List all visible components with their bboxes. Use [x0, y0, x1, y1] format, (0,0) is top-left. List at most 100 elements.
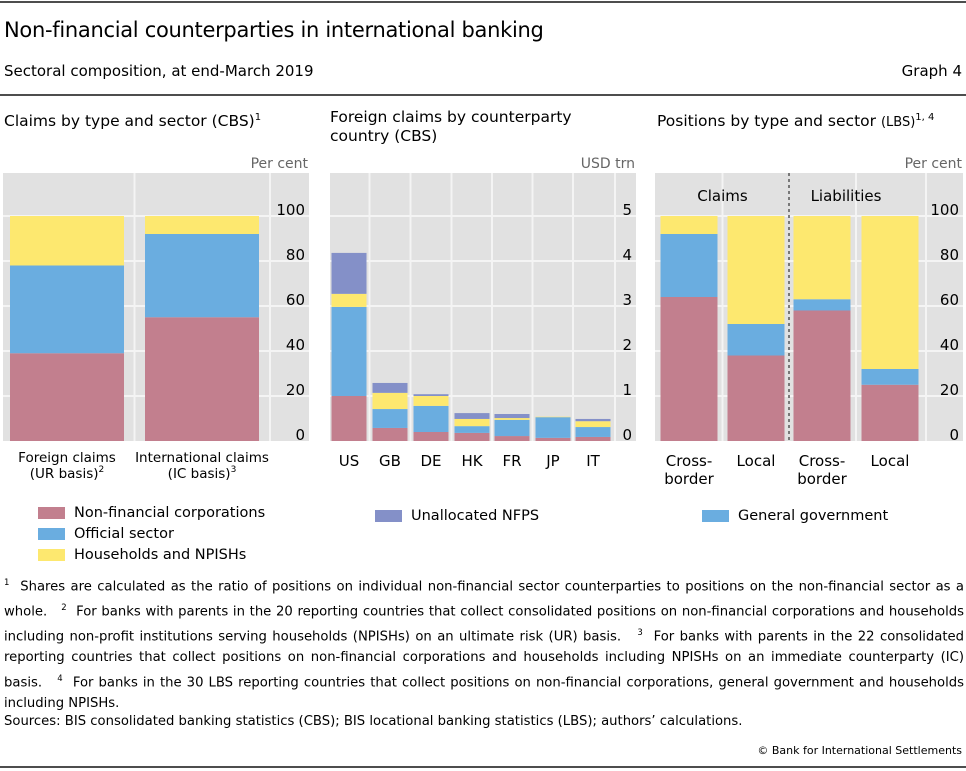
panel3-bar-households-2	[793, 216, 851, 300]
graph-number: Graph 4	[901, 62, 962, 80]
panel2-ytick-label: 0	[622, 426, 632, 444]
panel3-bar-households-0	[660, 216, 718, 234]
panel3-xtick-label: Local	[737, 452, 776, 470]
panel1-bar-households-1	[145, 216, 259, 234]
panel3-ytick-label: 60	[940, 291, 959, 309]
legend-item-households: Households and NPISHs	[38, 544, 265, 565]
panel3-ytick-label: 80	[940, 246, 959, 264]
panel1-ytick-label: 60	[286, 291, 305, 309]
panel2-ytick-label: 2	[622, 336, 632, 354]
legend-swatch-unallocated	[375, 509, 402, 522]
legend-swatch-official	[38, 527, 65, 540]
panel2-bar-nfc-1	[372, 427, 408, 441]
panel2-bar-unallocated-2	[413, 394, 449, 396]
panel2-ytick-label: 1	[622, 381, 632, 399]
footnote-1: Shares are calculated as the ratio of po…	[4, 579, 965, 620]
footnote-4: For banks in the 30 LBS reporting countr…	[4, 674, 965, 711]
panel1-bar-households-0	[10, 216, 124, 266]
legend-col3: General government	[702, 505, 888, 526]
bottom-rule	[0, 766, 966, 768]
legend-col1: Non-financial corporations Official secto…	[38, 502, 265, 565]
panel1-xtick-label: Foreign claims	[18, 450, 116, 466]
panel2-bar-unallocated-3	[454, 413, 490, 419]
panel2-bar-households-6	[575, 421, 611, 428]
panel2-xtick-label: HK	[461, 452, 483, 470]
panel1-xtick-label-line2: (IC basis)3	[168, 465, 237, 482]
panel1-ytick-label: 20	[286, 381, 305, 399]
legend-item-unallocated: Unallocated NFPS	[375, 505, 539, 526]
panel2-bar-nfc-6	[575, 436, 611, 441]
panel3-bar-nfc-2	[793, 310, 851, 441]
panel1-title-sup: 1	[254, 112, 262, 123]
panel2-bar-households-4	[494, 418, 530, 420]
sources: Sources: BIS consolidated banking statis…	[4, 714, 743, 729]
panel2-xtick-label: US	[339, 452, 360, 470]
panel1-ytick-label: 100	[276, 201, 305, 219]
graph-title: Non-financial counterparties in internat…	[4, 18, 544, 42]
panel2-bar-households-0	[331, 293, 367, 307]
legend-item-official: General government	[702, 505, 888, 526]
panel3-bar-official-0	[660, 234, 718, 297]
panel3-xtick-label: Cross-	[666, 452, 713, 470]
panel1-ytick-label: 80	[286, 246, 305, 264]
panel2-bar-households-1	[372, 392, 408, 410]
footnote-3-marker: 3	[637, 627, 643, 638]
panel3-xtick-label: border	[664, 470, 714, 488]
legend-item-official: Official sector	[38, 523, 265, 544]
footnote-4-marker: 4	[57, 673, 63, 684]
panel2-bar-nfc-0	[331, 396, 367, 441]
top-rule	[0, 1, 966, 3]
panel2-ytick-label: 3	[622, 291, 632, 309]
panel2-bar-unallocated-1	[372, 382, 408, 393]
panel1-bar-nfc-1	[145, 317, 259, 441]
panel2-xtick-label: JP	[545, 452, 559, 470]
panel2-title-line2: country (CBS)	[330, 127, 438, 145]
legend-swatch-households	[38, 548, 65, 561]
panel3-bar-nfc-1	[727, 355, 785, 441]
panel3-bar-official-3	[861, 369, 919, 385]
panel3-unit-label: Per cent	[905, 156, 963, 172]
panel2-bar-unallocated-4	[494, 414, 530, 419]
panel3-group-label: Claims	[697, 187, 748, 205]
legend-label: Non-financial corporations	[74, 504, 266, 521]
panel1-title: Claims by type and sector (CBS)1	[4, 108, 261, 131]
panel2-bar-official-4	[494, 419, 530, 437]
panel1-bar-nfc-0	[10, 353, 124, 441]
legend-item-nfc: Non-financial corporations	[38, 502, 265, 523]
panel3-bar-households-1	[727, 216, 785, 324]
panel3-ytick-label: 40	[940, 336, 959, 354]
legend-label: Unallocated NFPS	[411, 507, 540, 524]
panel2-bar-nfc-3	[454, 432, 490, 441]
panel2-xtick-label: FR	[502, 452, 521, 470]
panel3-bar-official-1	[727, 324, 785, 356]
legend-swatch-official	[702, 509, 729, 522]
legend-label: General government	[738, 507, 889, 524]
panel2-bar-nfc-4	[494, 436, 530, 441]
panel2-title-line1: Foreign claims by counterparty	[330, 108, 572, 126]
panel2-bar-official-2	[413, 405, 449, 432]
graph-subtitle: Sectoral composition, at end-March 2019	[4, 62, 314, 80]
panel2-bar-official-0	[331, 306, 367, 396]
footnote-2-marker: 2	[61, 602, 67, 613]
panel3-bar-official-2	[793, 299, 851, 311]
panel1-xtick-label-line2: (UR basis)2	[30, 465, 104, 482]
panel3-xtick-label: Cross-	[799, 452, 846, 470]
panel2-bar-households-5	[535, 416, 571, 418]
panel2-bar-nfc-2	[413, 432, 449, 441]
legend-label: Households and NPISHs	[74, 546, 247, 563]
panel3-group-label: Liabilities	[811, 187, 882, 205]
panel2-xtick-label: GB	[379, 452, 401, 470]
panel3-xtick-label: Local	[871, 452, 910, 470]
header-rule	[0, 94, 966, 96]
panel2-xtick-label: IT	[586, 452, 600, 470]
footnotes: 1 Shares are calculated as the ratio of …	[4, 573, 964, 714]
panel3-ytick-label: 20	[940, 381, 959, 399]
panel3-title-small: (LBS)	[880, 115, 916, 131]
panel3-ytick-label: 100	[930, 201, 959, 219]
panel3-bar-households-3	[861, 216, 919, 369]
panel3-ytick-label: 0	[949, 426, 959, 444]
panel3-bar-nfc-3	[861, 384, 919, 441]
panel3-title-sup: 1, 4	[915, 112, 935, 123]
panel2-bar-nfc-5	[535, 437, 571, 441]
